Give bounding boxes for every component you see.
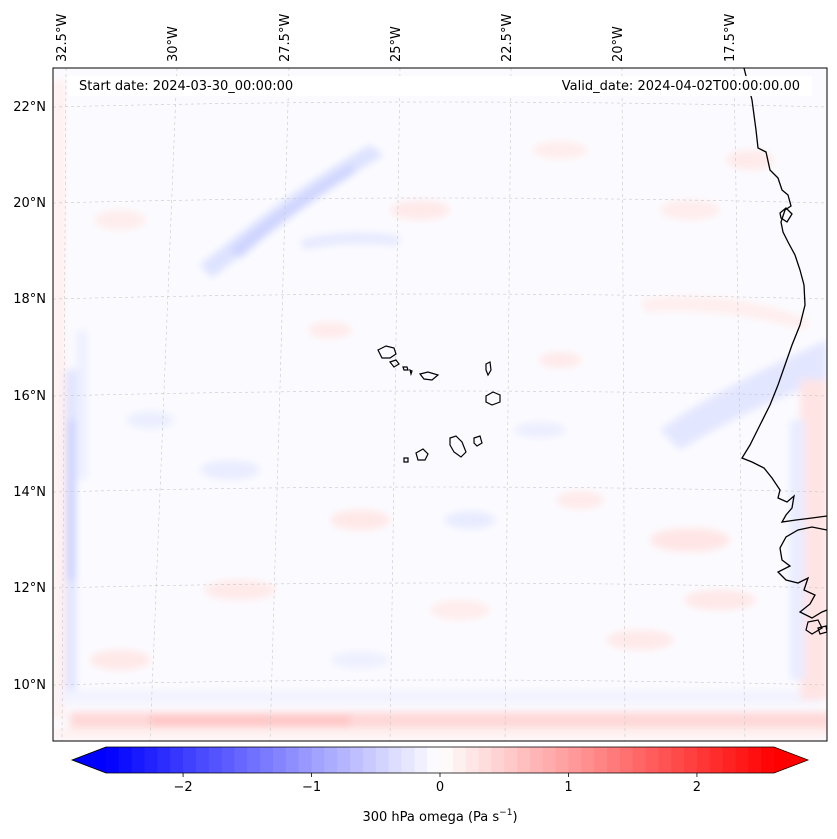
lat-label: 14°N — [13, 485, 46, 500]
colorbar-label: 300 hPa omega (Pa s−1) — [362, 808, 517, 825]
colorbar-segment — [285, 747, 300, 773]
colorbar-segment — [208, 747, 223, 773]
map-background — [53, 68, 827, 741]
africa-coastline — [741, 68, 827, 523]
lat-label: 20°N — [13, 196, 46, 211]
colorbar-segment — [106, 747, 120, 773]
colorbar-min-extension — [72, 747, 106, 773]
colorbar-segment — [529, 747, 544, 773]
colorbar-segment — [555, 747, 570, 773]
colorbar-segment — [517, 747, 531, 773]
colorbar-segment — [645, 747, 659, 773]
colorbar-segment — [696, 747, 711, 773]
colorbar-tick-label: 1 — [564, 780, 572, 795]
colorbar-segment — [478, 747, 492, 773]
lat-label: 12°N — [13, 581, 46, 596]
colorbar: −2 −1 0 1 2 300 hPa omega (Pa s−1) — [70, 746, 810, 825]
latitude-labels: 22°N 20°N 18°N 16°N 14°N 12°N 10°N — [13, 100, 46, 693]
colorbar-tick-label: −1 — [302, 780, 321, 795]
colorbar-segment — [452, 747, 467, 773]
coast-detail — [805, 619, 827, 635]
colorbar-tick-label: 2 — [693, 780, 701, 795]
cape-verde-islands — [377, 345, 501, 463]
colorbar-segment — [748, 747, 762, 773]
colorbar-segment — [607, 747, 621, 773]
omega-field — [53, 80, 827, 740]
colorbar-segment — [144, 747, 158, 773]
colorbar-label-close: ) — [512, 810, 517, 825]
colorbar-segment — [234, 747, 248, 773]
colorbar-segment — [632, 747, 647, 773]
colorbar-segment — [414, 747, 428, 773]
colorbar-segment — [401, 747, 415, 773]
colorbar-segment — [170, 747, 184, 773]
map-frame — [52, 67, 828, 742]
lon-label: 20°W — [611, 26, 626, 62]
colorbar-segment — [388, 747, 403, 773]
colorbar-segment — [440, 747, 454, 773]
colorbar-segment — [491, 747, 505, 773]
colorbar-segment — [118, 747, 133, 773]
lon-label: 22.5°W — [500, 14, 515, 62]
colorbar-segment — [260, 747, 274, 773]
colorbar-segment — [722, 747, 737, 773]
lon-label: 32.5°W — [55, 14, 70, 62]
colorbar-segment — [362, 747, 377, 773]
lat-label: 22°N — [13, 100, 46, 115]
longitude-labels: 32.5°W 30°W 27.5°W 25°W 22.5°W 20°W 17.5… — [55, 14, 738, 62]
colorbar-segment — [619, 747, 634, 773]
colorbar-segment — [273, 747, 287, 773]
date-strip — [68, 76, 812, 96]
colorbar-segment — [337, 747, 351, 773]
colorbar-max-extension — [774, 747, 808, 773]
gridlines — [53, 68, 827, 741]
colorbar-segment — [311, 747, 325, 773]
lon-label: 30°W — [166, 26, 181, 62]
colorbar-outline — [70, 746, 810, 774]
colorbar-segment — [542, 747, 557, 773]
colorbar-segment — [298, 747, 313, 773]
colorbar-segment — [568, 747, 582, 773]
map-panel: Start date: 2024-03-30_00:00:00 Valid_da… — [53, 68, 827, 741]
colorbar-segment — [735, 747, 749, 773]
colorbar-segment — [427, 747, 441, 773]
lat-label: 10°N — [13, 678, 46, 693]
lon-label: 17.5°W — [723, 14, 738, 62]
colorbar-ticks: −2 −1 0 1 2 — [173, 773, 701, 795]
colorbar-tick-label: −2 — [173, 780, 192, 795]
colorbar-segments — [72, 747, 808, 773]
start-date: Start date: 2024-03-30_00:00:00 — [79, 79, 293, 94]
colorbar-segment — [465, 747, 480, 773]
colorbar-segment — [761, 747, 775, 773]
colorbar-segment — [183, 747, 197, 773]
colorbar-segment — [671, 747, 685, 773]
colorbar-segment — [350, 747, 364, 773]
colorbar-segment — [581, 747, 595, 773]
colorbar-segment — [709, 747, 724, 773]
africa-coastline-south — [776, 526, 827, 619]
colorbar-segment — [375, 747, 390, 773]
lat-label: 16°N — [13, 389, 46, 404]
colorbar-segment — [658, 747, 672, 773]
colorbar-segment — [131, 747, 146, 773]
lon-label: 25°W — [389, 26, 404, 62]
colorbar-segment — [594, 747, 608, 773]
lat-label: 18°N — [13, 292, 46, 307]
colorbar-tick-label: 0 — [436, 780, 444, 795]
colorbar-segment — [157, 747, 171, 773]
colorbar-segment — [324, 747, 338, 773]
colorbar-label-main: 300 hPa omega (Pa s — [362, 810, 499, 825]
colorbar-segment — [684, 747, 698, 773]
lon-label: 27.5°W — [278, 14, 293, 62]
valid-date: Valid_date: 2024-04-02T00:00:00.00 — [562, 79, 800, 94]
coast-detail — [779, 207, 793, 223]
colorbar-segment — [221, 747, 236, 773]
colorbar-label-exponent: −1 — [499, 808, 512, 818]
colorbar-segment — [247, 747, 261, 773]
colorbar-segment — [195, 747, 210, 773]
colorbar-segment — [504, 747, 518, 773]
